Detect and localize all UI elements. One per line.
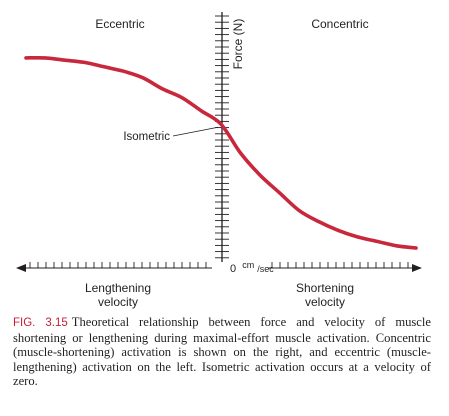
shortening-label-line2: velocity xyxy=(305,295,345,309)
origin-label: 0 cm /sec xyxy=(230,259,274,275)
x-axis-ticks xyxy=(29,262,409,268)
isometric-label: Isometric xyxy=(123,131,170,143)
x-axis-arrow-right xyxy=(412,264,422,272)
origin-unit-cm: cm xyxy=(242,260,254,270)
eccentric-label: Eccentric xyxy=(95,17,144,31)
isometric-leader-line xyxy=(172,126,219,137)
figure-caption: FIG. 3.15 Theoretical relationship betwee… xyxy=(13,315,431,389)
lengthening-label-line2: velocity xyxy=(98,295,138,309)
force-velocity-chart: Eccentric Concentric Force (N) Isometric… xyxy=(16,12,422,309)
figure-number: FIG. 3.15 xyxy=(13,317,68,329)
shortening-label-line1: Shortening xyxy=(296,281,354,295)
lengthening-label-line1: Lengthening xyxy=(85,281,151,295)
origin-unit-sec: /sec xyxy=(257,264,274,274)
origin-zero: 0 xyxy=(230,263,236,275)
x-axis-arrow-left xyxy=(16,264,26,272)
concentric-label: Concentric xyxy=(311,17,368,31)
caption-text: Theoretical relationship between force a… xyxy=(13,315,431,389)
y-axis-label: Force (N) xyxy=(231,19,245,70)
force-velocity-curve xyxy=(24,55,418,250)
